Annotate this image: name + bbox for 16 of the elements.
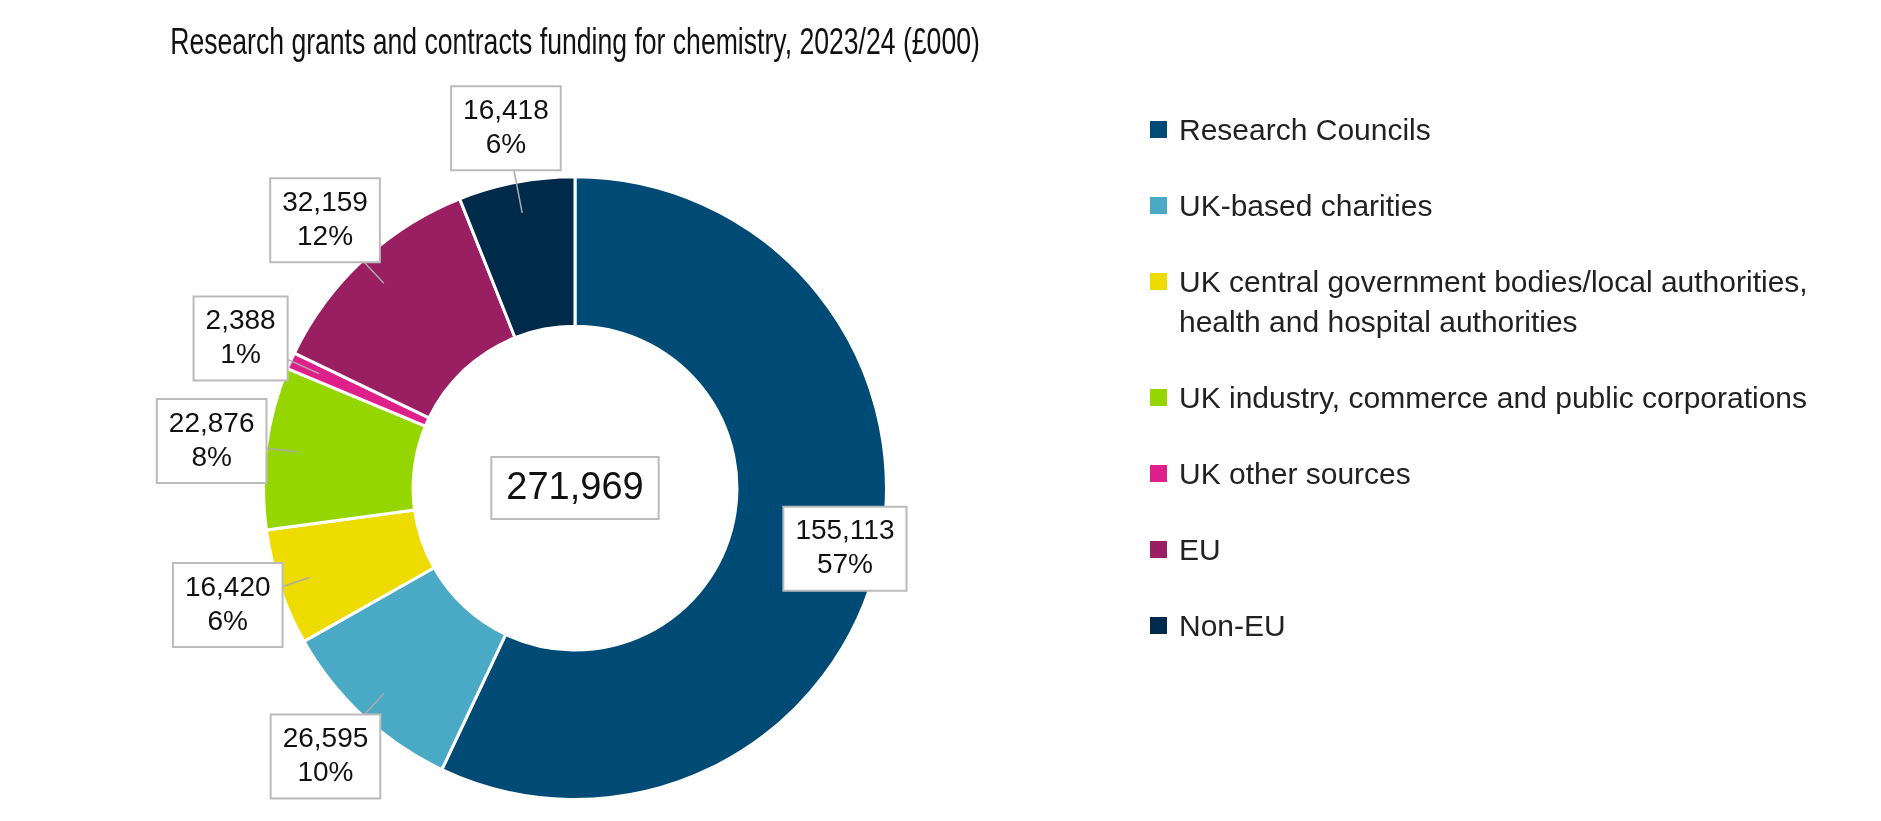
legend-label: Non-EU xyxy=(1179,608,1286,644)
legend-label: Research Councils xyxy=(1179,112,1431,148)
data-label: 16,420 6% xyxy=(184,570,271,636)
legend-label: UK other sources xyxy=(1179,456,1411,492)
data-label: 32,159 12% xyxy=(282,185,368,251)
data-label: 22,876 8% xyxy=(168,406,255,472)
data-label: 16,418 6% xyxy=(463,93,549,159)
data-label: 2,388 1% xyxy=(205,304,276,370)
data-label: 26,595 10% xyxy=(282,722,369,788)
legend-label: UK-based charities xyxy=(1179,188,1433,224)
chart-title: Research grants and contracts funding for chemistry, 2023/24 (£000) xyxy=(170,20,980,62)
legend-label: UK industry, commerce and public corporations xyxy=(1179,380,1808,416)
data-label: 155,113 57% xyxy=(795,514,895,580)
text: 271,969 xyxy=(506,464,644,507)
legend-label: EU xyxy=(1179,532,1221,568)
legend-label: UK central government bodies/local authorities, health and hospital authorities xyxy=(1179,264,1809,340)
